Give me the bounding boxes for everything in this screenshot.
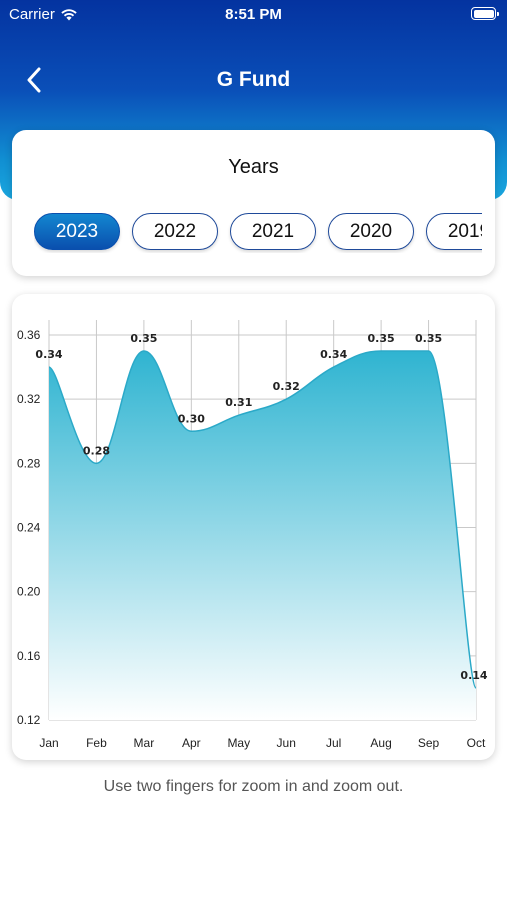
data-label: 0.34 bbox=[35, 348, 62, 361]
page-title: G Fund bbox=[216, 68, 291, 91]
y-tick-label: 0.24 bbox=[17, 521, 41, 535]
years-card: Years 2023 2022 2021 2020 2019 bbox=[12, 130, 495, 276]
area-chart[interactable]: 0.36 0.32 0.28 0.24 0.20 0.16 0.12 Jan Feb Mar Ap… bbox=[12, 294, 495, 760]
data-label: 0.28 bbox=[83, 444, 110, 457]
x-tick-label: Apr bbox=[182, 736, 201, 750]
x-tick-label: Jan bbox=[39, 736, 58, 750]
year-pill-2021[interactable]: 2021 bbox=[230, 213, 316, 250]
wifi-icon bbox=[61, 9, 77, 21]
x-tick-label: May bbox=[227, 736, 250, 750]
chevron-left-icon bbox=[27, 67, 41, 93]
year-selector[interactable]: 2023 2022 2021 2020 2019 bbox=[34, 213, 482, 253]
data-label: 0.35 bbox=[415, 332, 442, 345]
y-tick-label: 0.12 bbox=[17, 713, 41, 727]
x-tick-label: Jun bbox=[277, 736, 296, 750]
data-label: 0.14 bbox=[460, 669, 487, 682]
year-pill-2020[interactable]: 2020 bbox=[328, 213, 414, 250]
x-tick-label: Aug bbox=[370, 736, 391, 750]
x-tick-label: Oct bbox=[467, 736, 486, 750]
y-tick-label: 0.28 bbox=[17, 456, 41, 470]
year-pill-2022[interactable]: 2022 bbox=[132, 213, 218, 250]
series-line bbox=[48, 350, 477, 689]
series-area bbox=[49, 351, 476, 720]
carrier-label: Carrier bbox=[9, 6, 55, 23]
data-label: 0.32 bbox=[273, 380, 300, 393]
zoom-hint: Use two fingers for zoom in and zoom out… bbox=[103, 778, 404, 795]
x-tick-label: Jul bbox=[326, 736, 341, 750]
x-tick-label: Feb bbox=[86, 736, 107, 750]
data-label: 0.35 bbox=[368, 332, 395, 345]
navigation-bar: G Fund bbox=[0, 58, 507, 102]
x-tick-label: Sep bbox=[418, 736, 440, 750]
back-button[interactable] bbox=[18, 64, 50, 96]
y-tick-label: 0.20 bbox=[17, 585, 41, 599]
data-label: 0.31 bbox=[225, 396, 252, 409]
carrier: Carrier bbox=[9, 6, 78, 23]
chart-card[interactable]: 0.36 0.32 0.28 0.24 0.20 0.16 0.12 Jan Feb Mar Ap… bbox=[12, 294, 495, 760]
y-tick-label: 0.36 bbox=[17, 328, 41, 342]
x-tick-label: Mar bbox=[134, 736, 155, 750]
status-bar: Carrier 8:51 PM bbox=[0, 0, 507, 30]
year-pill-2019[interactable]: 2019 bbox=[426, 213, 482, 250]
year-pill-2023[interactable]: 2023 bbox=[34, 213, 120, 250]
data-label: 0.34 bbox=[320, 348, 347, 361]
data-label: 0.30 bbox=[178, 412, 205, 425]
y-tick-label: 0.16 bbox=[17, 649, 41, 663]
status-time: 8:51 PM bbox=[225, 6, 282, 23]
years-title: Years bbox=[228, 156, 279, 178]
data-label: 0.35 bbox=[130, 332, 157, 345]
y-tick-label: 0.32 bbox=[17, 392, 41, 406]
battery-icon bbox=[471, 7, 499, 20]
